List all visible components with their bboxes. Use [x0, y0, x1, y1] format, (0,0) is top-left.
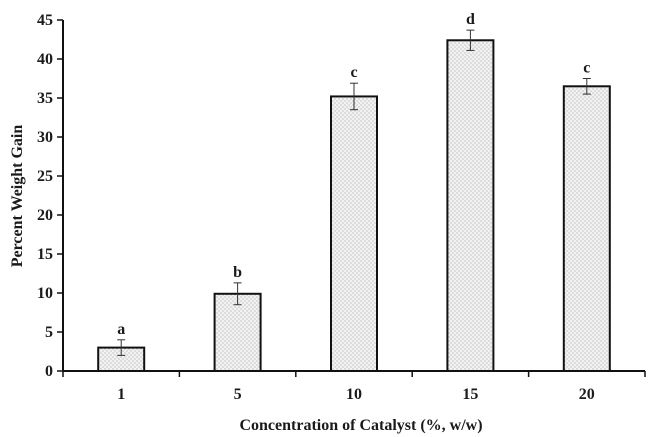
y-tick-label: 5 [45, 324, 53, 341]
bar-10 [330, 95, 378, 372]
x-tick-label: 10 [346, 386, 362, 403]
error-bar-5 [233, 282, 242, 306]
bar-5 [213, 292, 262, 372]
y-tick-label: 35 [37, 90, 53, 107]
significance-label-1: a [117, 321, 125, 338]
x-axis-title: Concentration of Catalyst (%, w/w) [239, 417, 482, 434]
error-bars [117, 29, 591, 356]
y-tick-label: 20 [37, 207, 53, 224]
x-tick-label: 15 [462, 386, 478, 403]
y-tick-label: 45 [37, 12, 53, 29]
y-tick-label: 10 [37, 285, 53, 302]
y-tick-label: 30 [37, 129, 53, 146]
y-tick-label: 40 [37, 51, 53, 68]
y-axis-title: Percent Weight Gain [9, 125, 26, 268]
significance-labels: a b c d c [117, 11, 590, 338]
y-tick-label: 0 [45, 363, 53, 380]
error-bar-1 [117, 339, 126, 356]
x-tick-label: 20 [579, 386, 595, 403]
x-tick-label: 1 [117, 386, 125, 403]
y-tick-label: 15 [37, 246, 53, 263]
error-bar-20 [582, 78, 591, 95]
error-bar-15 [466, 29, 475, 51]
significance-label-10: c [350, 64, 357, 81]
bar-15 [446, 39, 495, 372]
bar-20 [562, 85, 611, 373]
significance-label-20: c [583, 60, 590, 77]
axes [57, 19, 646, 377]
y-tick-label: 25 [37, 168, 53, 185]
error-bar-10 [350, 82, 358, 111]
significance-label-15: d [466, 11, 475, 28]
significance-label-5: b [233, 264, 242, 281]
x-tick-label: 5 [234, 386, 242, 403]
